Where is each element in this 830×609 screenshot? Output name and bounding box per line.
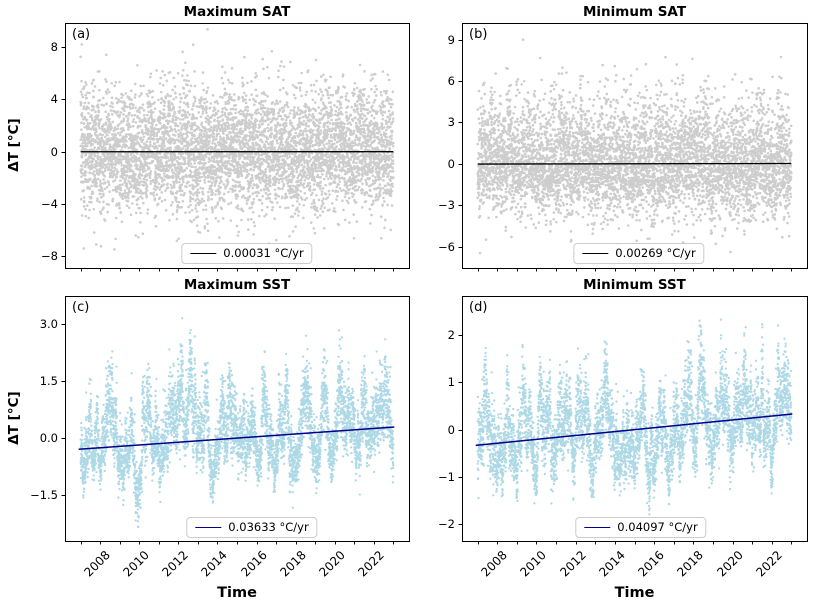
- panel-c-title: Maximum SST: [183, 277, 291, 293]
- trend-slope-label: 0.03633 °C/yr: [228, 520, 309, 534]
- trend-line-swatch: [584, 526, 611, 528]
- panel-b-ytick-label: 0: [447, 156, 455, 171]
- panel-c-ytick-label: 0.0: [39, 430, 58, 445]
- panel-b-ytick-label: 6: [447, 73, 455, 88]
- panel-a-letter: (a): [72, 27, 91, 42]
- panel-d-ytick-label: 0: [447, 422, 455, 437]
- panel-d-legend: 0.04097 °C/yr: [575, 517, 707, 538]
- trend-line-swatch: [582, 252, 609, 254]
- panel-d-ytick-label: 2: [447, 327, 455, 342]
- trend-slope-label: 0.00031 °C/yr: [223, 246, 304, 260]
- trend-line-swatch: [195, 526, 222, 528]
- panel-c-ytick-label: −1.5: [30, 487, 58, 502]
- panel-b-ytick-label: −3: [438, 198, 455, 213]
- panel-c-letter: (c): [72, 300, 90, 315]
- panel-b-title: Minimum SAT: [582, 4, 687, 20]
- panel-b-ytick-label: 3: [447, 115, 455, 130]
- panel-d-ytick-label: 1: [447, 375, 455, 390]
- panel-c-ytick-label: 1.5: [39, 373, 58, 388]
- panel-a-ytick-label: −4: [41, 196, 58, 211]
- panel-a-legend: 0.00031 °C/yr: [181, 243, 313, 264]
- panel-c-legend: 0.03633 °C/yr: [186, 517, 318, 538]
- panel-a-ytick-label: 8: [50, 40, 58, 55]
- panel-d-ytick-label: −2: [438, 517, 455, 532]
- panel-b-legend: 0.00269 °C/yr: [573, 243, 705, 264]
- panel-a-title: Maximum SAT: [183, 4, 291, 20]
- panel-d-title: Minimum SST: [583, 277, 686, 293]
- panel-c-xaxis-label: Time: [217, 585, 257, 601]
- panel-a-ytick-label: 4: [50, 92, 58, 107]
- panel-b-ytick-label: 9: [447, 32, 455, 47]
- trend-line-swatch: [190, 252, 217, 254]
- panel-d-letter: (d): [469, 300, 488, 315]
- trend-slope-label: 0.00269 °C/yr: [615, 246, 696, 260]
- trend-slope-label: 0.04097 °C/yr: [617, 520, 698, 534]
- panel-c-ytick-label: 3.0: [39, 317, 58, 332]
- panel-a-ytick-label: −8: [41, 249, 58, 264]
- panel-d-ytick-label: −1: [438, 470, 455, 485]
- panel-d-xaxis-label: Time: [614, 585, 655, 601]
- panel-a-ytick-label: 0: [50, 144, 58, 159]
- panel-b-ytick-label: −6: [438, 239, 455, 254]
- panel-b-letter: (b): [469, 27, 488, 42]
